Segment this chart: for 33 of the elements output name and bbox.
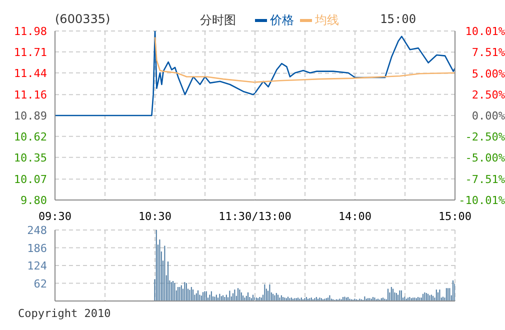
y2-tick-label: -10.01% <box>458 194 505 207</box>
y-tick-label: 186 <box>27 242 47 255</box>
y-tick-label: 124 <box>27 260 48 272</box>
y2-tick-label: 0.00% <box>472 110 505 122</box>
x-tick-label: 15:00 <box>438 210 472 223</box>
y2-tick-label: 7.51% <box>472 46 505 60</box>
y-tick-label: 10.35 <box>14 151 47 164</box>
x-tick-label: 14:00 <box>338 210 372 223</box>
y2-tick-label: 10.01% <box>465 25 505 38</box>
x-tick-label: 10:30 <box>138 210 172 223</box>
y2-tick-label: 2.50% <box>472 88 505 102</box>
y-tick-label: 11.16 <box>14 88 47 102</box>
y2-tick-label: -7.51% <box>465 172 505 186</box>
y-tick-label: 62 <box>34 277 47 290</box>
y-tick-label: 10.07 <box>14 173 47 186</box>
y-tick-label: 11.71 <box>14 46 47 59</box>
y-tick-label: 10.89 <box>14 110 47 122</box>
y-tick-label: 11.44 <box>14 66 48 80</box>
y-tick-label: 10.62 <box>14 130 47 144</box>
y-tick-label: 11.98 <box>14 25 47 38</box>
chart-title: (600335) <box>55 12 110 26</box>
x-tick-label: 11:30/13:00 <box>218 210 292 223</box>
text: 15:00 <box>380 12 416 26</box>
legend-label: 价格 <box>269 12 294 29</box>
y2-tick-label: -5.00% <box>465 152 505 165</box>
y2-tick-label: 5.00% <box>472 67 505 80</box>
y-tick-label: 248 <box>27 224 47 237</box>
y2-tick-label: -2.50% <box>465 130 505 144</box>
chart-subtitle: 分时图 <box>200 12 236 29</box>
x-tick-label: 09:30 <box>38 210 72 223</box>
text: Copyright 2010 <box>18 307 111 320</box>
y-tick-label: 9.80 <box>20 194 47 207</box>
legend-label: 均线 <box>314 12 339 29</box>
